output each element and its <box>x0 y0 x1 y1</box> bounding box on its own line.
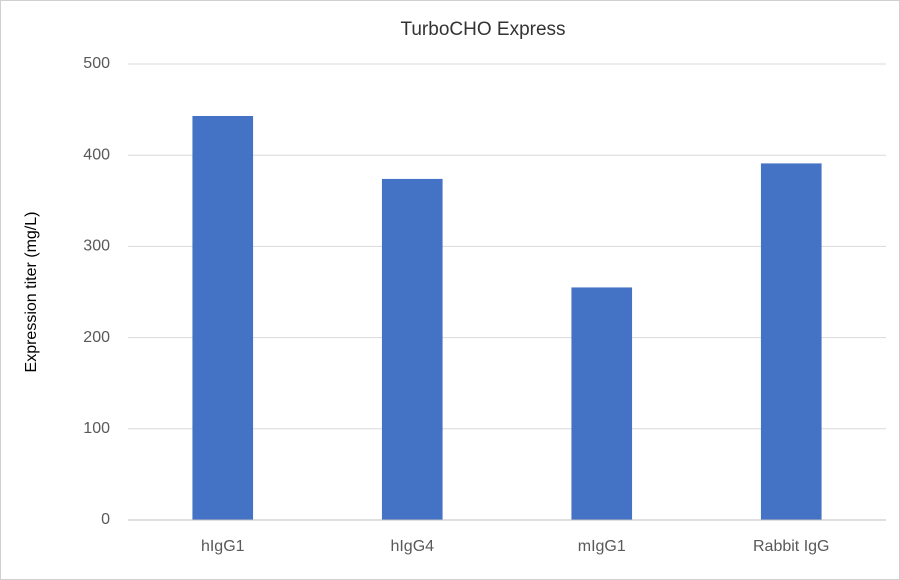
y-tick-label: 500 <box>83 55 110 72</box>
bar <box>192 115 254 520</box>
bar <box>571 287 633 520</box>
y-tick-label: 0 <box>101 511 110 528</box>
y-axis-label: Expression titer (mg/L) <box>23 212 40 373</box>
y-tick-label: 300 <box>83 238 110 255</box>
y-tick-label: 100 <box>83 420 110 437</box>
x-tick-label: Rabbit IgG <box>753 538 829 555</box>
bar <box>760 163 822 520</box>
x-tick-label: hIgG1 <box>201 538 245 555</box>
y-tick-label: 200 <box>83 329 110 346</box>
x-tick-label: hIgG4 <box>390 538 434 555</box>
y-tick-label: 400 <box>83 146 110 163</box>
chart-title: TurboCHO Express <box>400 19 565 40</box>
x-tick-label: mIgG1 <box>578 538 626 555</box>
bar <box>381 178 443 521</box>
